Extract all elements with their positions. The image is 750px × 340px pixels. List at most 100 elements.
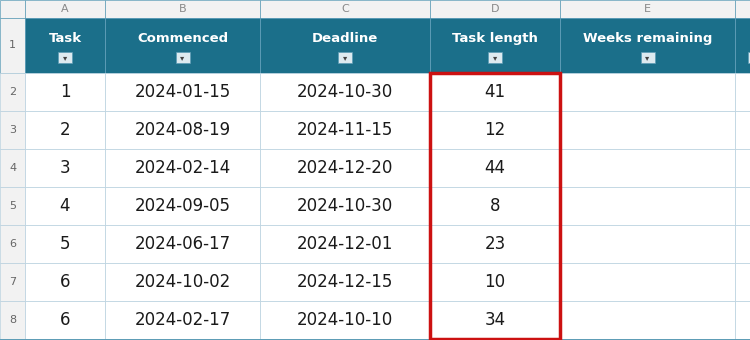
Bar bbox=[735, 149, 750, 187]
Text: Task length: Task length bbox=[452, 32, 538, 46]
Bar bbox=[25, 225, 105, 263]
Text: Commenced: Commenced bbox=[137, 32, 228, 46]
Text: 2024-10-10: 2024-10-10 bbox=[297, 311, 393, 329]
Bar bbox=[260, 225, 430, 263]
Text: 4: 4 bbox=[60, 197, 70, 215]
Text: 7: 7 bbox=[9, 277, 16, 287]
Bar bbox=[105, 301, 260, 339]
Text: 23: 23 bbox=[484, 235, 506, 253]
Text: 1: 1 bbox=[9, 40, 16, 51]
Text: C: C bbox=[341, 4, 349, 14]
Bar bbox=[25, 18, 105, 73]
Bar bbox=[430, 73, 560, 339]
Bar bbox=[105, 149, 260, 187]
Bar bbox=[430, 301, 560, 339]
Bar bbox=[560, 111, 735, 149]
Text: ▾: ▾ bbox=[180, 53, 184, 62]
Text: 10: 10 bbox=[484, 273, 506, 291]
Bar bbox=[260, 187, 430, 225]
Bar bbox=[560, 187, 735, 225]
Bar bbox=[748, 52, 750, 63]
Bar bbox=[25, 73, 105, 111]
Bar bbox=[260, 149, 430, 187]
Text: E: E bbox=[644, 4, 651, 14]
Bar bbox=[25, 149, 105, 187]
Bar bbox=[735, 225, 750, 263]
Bar bbox=[430, 149, 560, 187]
Text: D: D bbox=[490, 4, 500, 14]
Text: ▾: ▾ bbox=[645, 53, 650, 62]
Bar bbox=[338, 52, 352, 63]
Bar bbox=[640, 52, 655, 63]
Text: A: A bbox=[62, 4, 69, 14]
Text: 2024-10-30: 2024-10-30 bbox=[297, 197, 393, 215]
Text: 2024-10-02: 2024-10-02 bbox=[134, 273, 231, 291]
Text: 2024-12-15: 2024-12-15 bbox=[297, 273, 393, 291]
Bar bbox=[560, 263, 735, 301]
Bar bbox=[560, 73, 735, 111]
Bar bbox=[25, 263, 105, 301]
Bar bbox=[0, 111, 25, 149]
Text: 2024-11-15: 2024-11-15 bbox=[297, 121, 393, 139]
Bar bbox=[176, 52, 190, 63]
Bar bbox=[430, 111, 560, 149]
Bar bbox=[0, 18, 25, 73]
Bar bbox=[260, 263, 430, 301]
Text: 2: 2 bbox=[9, 87, 16, 97]
Bar bbox=[260, 0, 430, 18]
Bar bbox=[560, 18, 735, 73]
Text: ▾: ▾ bbox=[63, 53, 68, 62]
Bar bbox=[0, 73, 25, 111]
Bar bbox=[0, 225, 25, 263]
Bar bbox=[735, 301, 750, 339]
Bar bbox=[0, 263, 25, 301]
Text: 2024-02-14: 2024-02-14 bbox=[134, 159, 231, 177]
Text: 2024-10-30: 2024-10-30 bbox=[297, 83, 393, 101]
Text: Weeks remaining: Weeks remaining bbox=[583, 32, 712, 46]
Bar bbox=[735, 111, 750, 149]
Bar bbox=[105, 225, 260, 263]
Bar bbox=[260, 301, 430, 339]
Text: Task: Task bbox=[49, 32, 82, 46]
Bar bbox=[25, 187, 105, 225]
Bar bbox=[735, 263, 750, 301]
Bar bbox=[105, 111, 260, 149]
Text: 2024-01-15: 2024-01-15 bbox=[134, 83, 231, 101]
Bar bbox=[25, 0, 105, 18]
Bar bbox=[25, 111, 105, 149]
Bar bbox=[488, 52, 502, 63]
Bar bbox=[735, 0, 750, 18]
Text: B: B bbox=[178, 4, 186, 14]
Bar bbox=[25, 301, 105, 339]
Bar bbox=[260, 73, 430, 111]
Bar bbox=[560, 0, 735, 18]
Bar bbox=[260, 18, 430, 73]
Text: 5: 5 bbox=[60, 235, 70, 253]
Text: Deadline: Deadline bbox=[312, 32, 378, 46]
Text: 8: 8 bbox=[9, 315, 16, 325]
Bar bbox=[735, 18, 750, 73]
Bar bbox=[560, 225, 735, 263]
Bar bbox=[105, 0, 260, 18]
Bar bbox=[58, 52, 72, 63]
Bar bbox=[560, 301, 735, 339]
Bar bbox=[560, 149, 735, 187]
Text: 3: 3 bbox=[9, 125, 16, 135]
Text: 2024-06-17: 2024-06-17 bbox=[134, 235, 230, 253]
Text: 8: 8 bbox=[490, 197, 500, 215]
Bar bbox=[735, 187, 750, 225]
Text: 2024-08-19: 2024-08-19 bbox=[134, 121, 230, 139]
Text: 2: 2 bbox=[60, 121, 70, 139]
Text: 3: 3 bbox=[60, 159, 70, 177]
Text: 2024-12-20: 2024-12-20 bbox=[297, 159, 393, 177]
Text: ▾: ▾ bbox=[493, 53, 497, 62]
Bar bbox=[430, 225, 560, 263]
Bar bbox=[430, 73, 560, 111]
Text: 1: 1 bbox=[60, 83, 70, 101]
Text: 44: 44 bbox=[484, 159, 506, 177]
Bar bbox=[105, 187, 260, 225]
Text: 6: 6 bbox=[9, 239, 16, 249]
Bar bbox=[105, 18, 260, 73]
Text: 5: 5 bbox=[9, 201, 16, 211]
Bar bbox=[0, 0, 25, 18]
